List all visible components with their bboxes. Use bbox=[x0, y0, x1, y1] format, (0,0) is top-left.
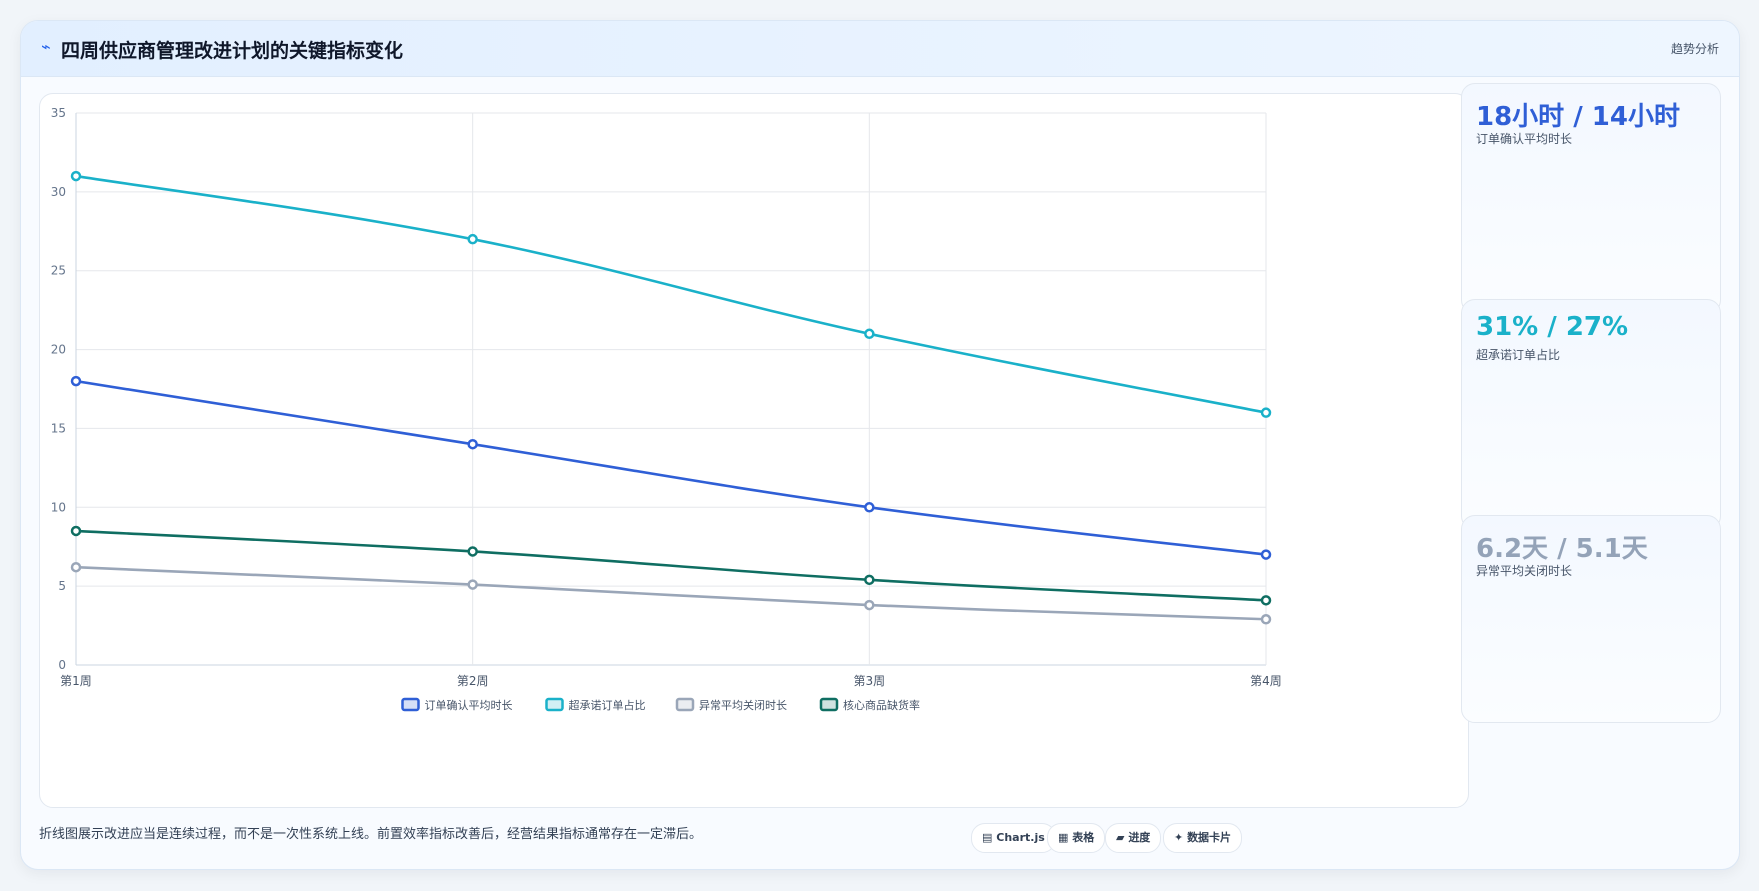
data-point bbox=[864, 328, 875, 340]
data-point bbox=[1260, 549, 1272, 560]
legend-label: 异常平均关闭时长 bbox=[699, 698, 787, 712]
series-line bbox=[75, 565, 1267, 621]
chip-label: 表格 bbox=[1072, 831, 1095, 844]
card-header: ⌁ 四周供应商管理改进计划的关键指标变化 趋势分析 bbox=[21, 21, 1739, 77]
legend-label: 核心商品缺货率 bbox=[843, 698, 920, 712]
kpi-card-over-promise: 31% / 27% 超承诺订单占比 bbox=[1461, 299, 1721, 530]
footer-note: 折线图展示改进应当是连续过程，而不是一次性系统上线。前置效率指标改善后，经营结果… bbox=[39, 827, 703, 842]
kpi-label: 超承诺订单占比 bbox=[1476, 348, 1561, 362]
series-line bbox=[75, 529, 1267, 602]
legend-label: 超承诺订单占比 bbox=[569, 698, 646, 712]
data-point bbox=[467, 579, 478, 590]
trend-icon: ⌁ bbox=[41, 37, 51, 56]
data-point bbox=[864, 574, 875, 586]
dashboard-card: ⌁ 四周供应商管理改进计划的关键指标变化 趋势分析 0 5 10 15 20 25 30 35… bbox=[20, 20, 1740, 870]
legend-label: 订单确认平均时长 bbox=[425, 699, 513, 712]
kpi-value: 18小时 / 14小时 bbox=[1476, 102, 1680, 132]
y-tick-label: 35 bbox=[51, 106, 66, 120]
kpi-label: 异常平均关闭时长 bbox=[1476, 564, 1573, 578]
progress-icon: ▰ bbox=[1116, 831, 1125, 844]
data-point bbox=[70, 375, 82, 387]
data-point bbox=[1260, 595, 1272, 606]
kpi-label: 订单确认平均时长 bbox=[1476, 132, 1573, 146]
chart-icon: ▤ bbox=[982, 831, 993, 844]
chip-label: 进度 bbox=[1128, 831, 1151, 844]
x-tick-label: 第1周 bbox=[60, 674, 92, 688]
y-tick-label: 15 bbox=[51, 421, 66, 435]
analysis-tag[interactable]: 趋势分析 bbox=[1670, 42, 1719, 56]
x-tick-label: 第2周 bbox=[457, 674, 489, 688]
kpi-value: 31% / 27% bbox=[1476, 312, 1629, 342]
chip-label: 数据卡片 bbox=[1187, 831, 1232, 844]
data-point bbox=[864, 599, 875, 611]
data-point bbox=[1260, 614, 1272, 625]
legend-swatch bbox=[819, 697, 839, 712]
data-point bbox=[70, 525, 82, 537]
y-tick-label: 5 bbox=[58, 579, 66, 593]
kpi-card-exception-close: 6.2天 / 5.1天 异常平均关闭时长 bbox=[1461, 515, 1721, 723]
y-tick-label: 10 bbox=[51, 500, 66, 514]
kpi-card-order-confirm: 18小时 / 14小时 订单确认平均时长 bbox=[1461, 83, 1721, 314]
chart-panel: 0 5 10 15 20 25 30 35 第1周 第2周 第3周 第4周订单确认平均时长 超承诺订单占… bbox=[39, 93, 1469, 808]
page-title: 四周供应商管理改进计划的关键指标变化 bbox=[61, 40, 404, 62]
legend-swatch bbox=[675, 697, 695, 712]
card-icon: ✦ bbox=[1174, 831, 1184, 844]
chip-progress[interactable]: ▰ 进度 bbox=[1105, 823, 1162, 853]
data-point bbox=[70, 561, 82, 573]
data-point bbox=[1260, 407, 1272, 418]
data-point bbox=[864, 502, 875, 513]
chip-data-card[interactable]: ✦ 数据卡片 bbox=[1163, 823, 1243, 853]
data-point bbox=[70, 170, 82, 182]
y-tick-label: 20 bbox=[51, 343, 66, 357]
x-tick-label: 第4周 bbox=[1250, 674, 1282, 688]
y-tick-label: 0 bbox=[58, 658, 66, 672]
table-icon: ▦ bbox=[1058, 831, 1069, 844]
chip-chartjs[interactable]: ▤ Chart.js bbox=[971, 823, 1056, 853]
kpi-value: 6.2天 / 5.1天 bbox=[1476, 534, 1648, 564]
x-tick-label: 第3周 bbox=[854, 674, 886, 688]
series-line bbox=[75, 379, 1267, 556]
series-line bbox=[75, 174, 1267, 414]
chip-table[interactable]: ▦ 表格 bbox=[1047, 823, 1106, 853]
legend-swatch bbox=[401, 697, 420, 712]
legend-swatch bbox=[545, 697, 564, 712]
y-tick-label: 30 bbox=[51, 185, 66, 199]
data-point bbox=[467, 546, 478, 557]
chip-label: Chart.js bbox=[996, 831, 1045, 844]
y-tick-label: 25 bbox=[51, 264, 66, 278]
data-point bbox=[467, 233, 478, 245]
data-point bbox=[467, 438, 478, 450]
